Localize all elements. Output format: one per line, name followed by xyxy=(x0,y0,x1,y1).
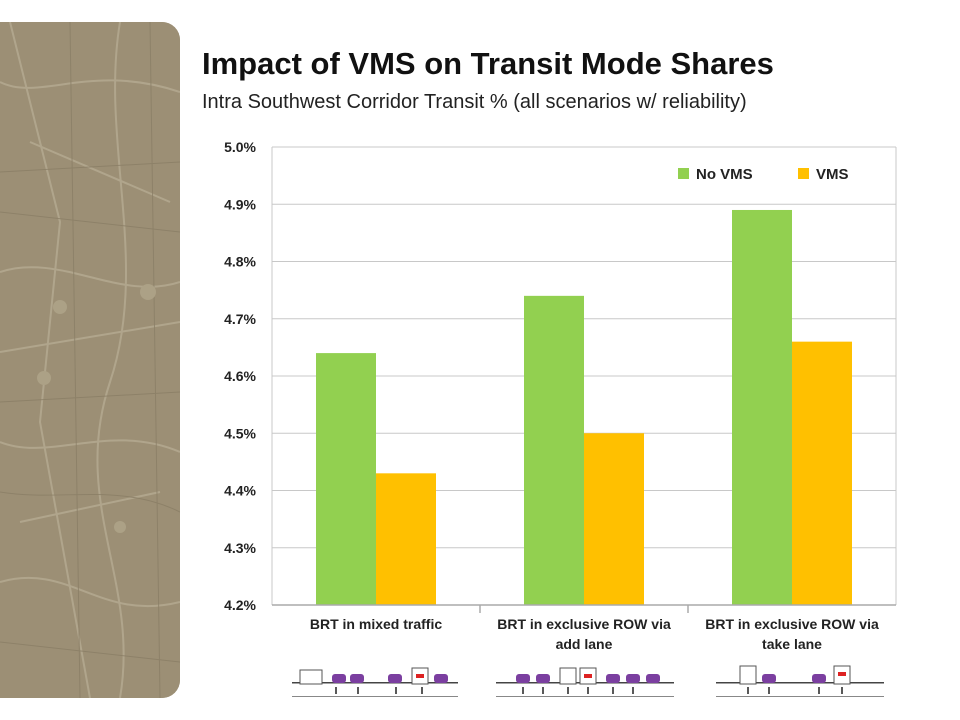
x-category-label: BRT in exclusive ROW via add lane xyxy=(497,616,671,652)
y-tick-label: 4.5% xyxy=(224,425,256,441)
legend-swatch xyxy=(798,168,809,179)
y-tick-label: 4.8% xyxy=(224,254,256,270)
x-category-label: BRT in mixed traffic xyxy=(310,616,442,632)
bar-chart: 4.2% 4.3% 4.4% 4.5% 4.6% 4.7% 4.8% 4.9% 5.0% BRT… xyxy=(224,139,897,652)
bar-no-vms xyxy=(316,353,376,605)
y-tick-label: 4.4% xyxy=(224,483,256,499)
legend-swatch xyxy=(678,168,689,179)
y-tick-label: 4.9% xyxy=(224,196,256,212)
y-tick-label: 5.0% xyxy=(224,139,256,155)
y-tick-label: 4.6% xyxy=(224,368,256,384)
y-tick-label: 4.7% xyxy=(224,311,256,327)
legend-label: VMS xyxy=(816,166,849,183)
bar-no-vms xyxy=(732,209,792,605)
background-street-map xyxy=(0,22,180,698)
page-subtitle: Intra Southwest Corridor Transit % (all … xyxy=(202,91,747,113)
roadway-cross-section-add-lane-icon xyxy=(496,662,674,708)
bar-no-vms xyxy=(524,295,584,605)
y-tick-label: 4.3% xyxy=(224,540,256,556)
x-category-label: BRT in exclusive ROW via take lane xyxy=(705,616,879,652)
bar-vms xyxy=(584,433,644,605)
roadway-cross-section-mixed-icon xyxy=(292,662,458,708)
page-title: Impact of VMS on Transit Mode Shares xyxy=(202,46,774,81)
bar-vms xyxy=(792,341,852,605)
bar-vms xyxy=(376,473,436,605)
y-tick-label: 4.2% xyxy=(224,597,256,613)
roadway-cross-section-take-lane-icon xyxy=(716,662,884,708)
legend-label: No VMS xyxy=(696,166,753,183)
